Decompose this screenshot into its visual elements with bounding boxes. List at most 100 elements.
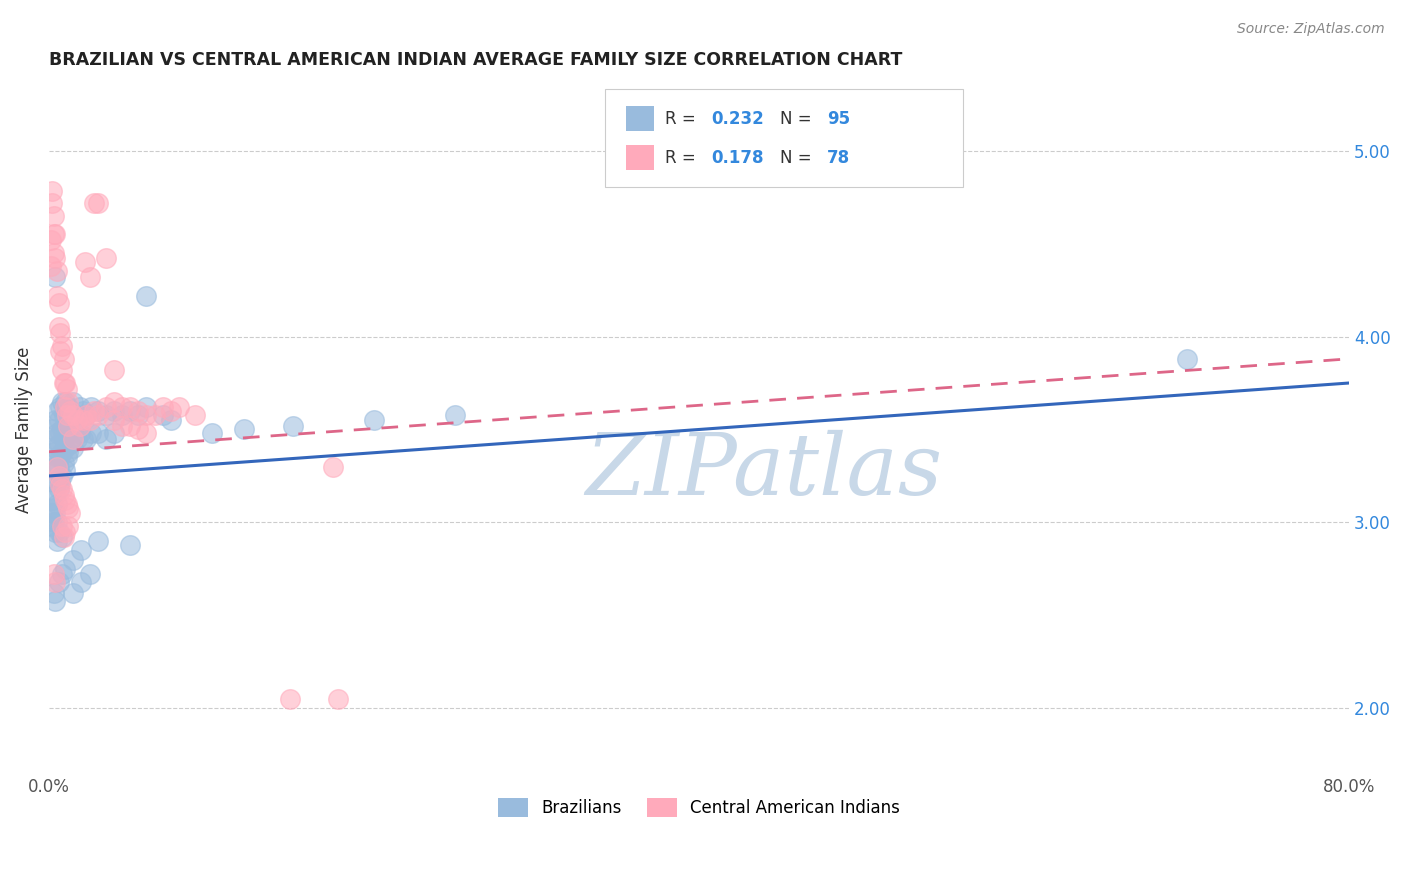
Point bbox=[46, 426, 69, 441]
Point bbox=[39, 233, 62, 247]
Point bbox=[184, 408, 207, 422]
Point bbox=[49, 450, 72, 465]
Point bbox=[322, 459, 344, 474]
Point bbox=[51, 363, 73, 377]
Point bbox=[87, 408, 110, 422]
Point bbox=[44, 227, 66, 242]
Point bbox=[58, 394, 80, 409]
Text: N =: N = bbox=[780, 110, 817, 128]
Point bbox=[94, 252, 117, 266]
Point bbox=[103, 363, 125, 377]
Point bbox=[51, 469, 73, 483]
Point bbox=[278, 692, 301, 706]
Point bbox=[62, 441, 84, 455]
Point bbox=[51, 567, 73, 582]
Point bbox=[87, 404, 110, 418]
Point bbox=[62, 552, 84, 566]
Point bbox=[1175, 351, 1198, 366]
Legend: Brazilians, Central American Indians: Brazilians, Central American Indians bbox=[492, 791, 907, 823]
Point bbox=[51, 519, 73, 533]
Point bbox=[83, 195, 105, 210]
Point bbox=[42, 586, 65, 600]
Point bbox=[56, 426, 79, 441]
Point bbox=[70, 574, 93, 589]
Point bbox=[46, 534, 69, 549]
Point bbox=[200, 426, 222, 441]
Point bbox=[46, 264, 69, 278]
Point bbox=[52, 530, 75, 544]
Point bbox=[49, 326, 72, 340]
Point bbox=[127, 422, 149, 436]
Point bbox=[51, 422, 73, 436]
Point bbox=[41, 506, 63, 520]
Point bbox=[120, 404, 142, 418]
Point bbox=[72, 413, 94, 427]
Point bbox=[53, 376, 76, 390]
Point bbox=[328, 692, 350, 706]
Point bbox=[59, 404, 82, 418]
Text: 95: 95 bbox=[827, 110, 849, 128]
Text: 0.232: 0.232 bbox=[711, 110, 765, 128]
Point bbox=[62, 432, 84, 446]
Point bbox=[65, 413, 87, 427]
Point bbox=[135, 400, 157, 414]
Point bbox=[87, 534, 110, 549]
Point bbox=[94, 432, 117, 446]
Point bbox=[46, 288, 69, 302]
Point bbox=[48, 574, 70, 589]
Point bbox=[111, 400, 134, 414]
Point bbox=[49, 478, 72, 492]
Point bbox=[111, 408, 134, 422]
Point bbox=[44, 441, 66, 455]
Point bbox=[41, 493, 63, 508]
Point bbox=[103, 413, 125, 427]
Point bbox=[51, 482, 73, 496]
Point bbox=[103, 426, 125, 441]
Point bbox=[167, 400, 190, 414]
Point bbox=[58, 418, 80, 433]
Point bbox=[62, 418, 84, 433]
Point bbox=[44, 593, 66, 607]
Point bbox=[127, 408, 149, 422]
Y-axis label: Average Family Size: Average Family Size bbox=[15, 346, 32, 513]
Point bbox=[80, 400, 103, 414]
Point bbox=[52, 408, 75, 422]
Point bbox=[444, 408, 467, 422]
Point bbox=[75, 408, 97, 422]
Point bbox=[44, 524, 66, 539]
Point bbox=[58, 519, 80, 533]
Point bbox=[53, 562, 76, 576]
Point bbox=[62, 394, 84, 409]
Point bbox=[75, 432, 97, 446]
Point bbox=[56, 497, 79, 511]
Point bbox=[87, 426, 110, 441]
Point bbox=[79, 270, 101, 285]
Point bbox=[51, 444, 73, 458]
Point bbox=[233, 422, 256, 436]
Point bbox=[48, 320, 70, 334]
Point bbox=[59, 437, 82, 451]
Point bbox=[103, 404, 125, 418]
Point bbox=[69, 418, 91, 433]
Point bbox=[62, 586, 84, 600]
Point bbox=[103, 394, 125, 409]
Text: ZIPatlas: ZIPatlas bbox=[585, 429, 942, 512]
Point bbox=[46, 497, 69, 511]
Point bbox=[152, 400, 174, 414]
Point bbox=[49, 344, 72, 359]
Point bbox=[46, 459, 69, 474]
Point bbox=[41, 195, 63, 210]
Point bbox=[41, 185, 63, 199]
Point bbox=[48, 459, 70, 474]
Point bbox=[42, 227, 65, 242]
Point bbox=[53, 400, 76, 414]
Point bbox=[363, 413, 385, 427]
Point bbox=[53, 418, 76, 433]
Point bbox=[42, 432, 65, 446]
Point bbox=[135, 288, 157, 302]
Point bbox=[79, 567, 101, 582]
Point bbox=[44, 413, 66, 427]
Point bbox=[42, 209, 65, 223]
Point bbox=[59, 506, 82, 520]
Point bbox=[73, 255, 96, 269]
